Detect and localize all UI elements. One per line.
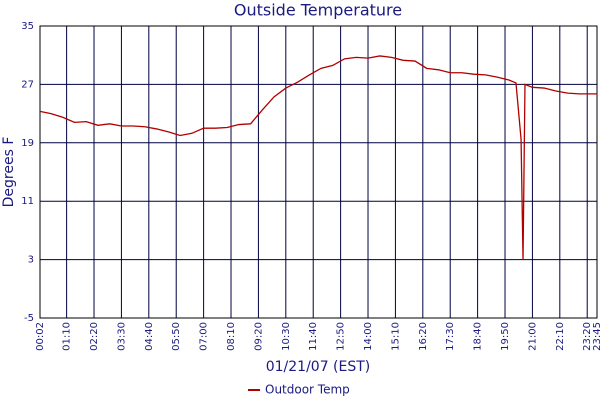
y-tick-label: 11 bbox=[21, 196, 34, 207]
x-tick-label: 18:40 bbox=[473, 322, 484, 351]
y-axis-label: Degrees F bbox=[1, 137, 17, 208]
x-tick-label: 23:20 bbox=[582, 322, 593, 351]
x-tick-label: 17:30 bbox=[445, 322, 456, 351]
x-tick-label: 05:50 bbox=[171, 322, 182, 351]
x-tick-label: 22:10 bbox=[555, 322, 566, 351]
y-tick-label: 19 bbox=[21, 138, 34, 149]
legend-label: Outdoor Temp bbox=[265, 383, 350, 397]
x-tick-label: 08:10 bbox=[226, 322, 237, 351]
x-tick-label: 04:40 bbox=[144, 322, 155, 351]
x-tick-label: 03:30 bbox=[116, 322, 127, 351]
x-tick-label: 01:10 bbox=[62, 322, 73, 351]
x-tick-label: 12:50 bbox=[336, 322, 347, 351]
x-tick-label: 11:40 bbox=[308, 322, 319, 351]
chart-title: Outside Temperature bbox=[234, 1, 402, 20]
y-tick-label: 27 bbox=[21, 79, 34, 90]
y-tick-label: -5 bbox=[24, 313, 34, 324]
x-tick-label: 07:00 bbox=[199, 322, 210, 351]
x-tick-label: 19:50 bbox=[500, 322, 511, 351]
x-tick-label: 10:30 bbox=[281, 322, 292, 351]
x-tick-label: 02:20 bbox=[89, 322, 100, 351]
y-tick-label: 3 bbox=[28, 255, 34, 266]
x-tick-label: 21:00 bbox=[527, 322, 538, 351]
x-tick-label: 09:20 bbox=[253, 322, 264, 351]
x-tick-label: 15:10 bbox=[390, 322, 401, 351]
x-tick-label: 23:45 bbox=[592, 322, 600, 351]
x-axis-label: 01/21/07 (EST) bbox=[266, 359, 371, 375]
y-tick-label: 35 bbox=[21, 21, 34, 32]
x-tick-label: 16:20 bbox=[418, 322, 429, 351]
x-tick-label: 14:00 bbox=[363, 322, 374, 351]
plot-border bbox=[39, 25, 598, 319]
data-line bbox=[39, 55, 597, 260]
x-tick-label: 00:02 bbox=[35, 322, 46, 351]
